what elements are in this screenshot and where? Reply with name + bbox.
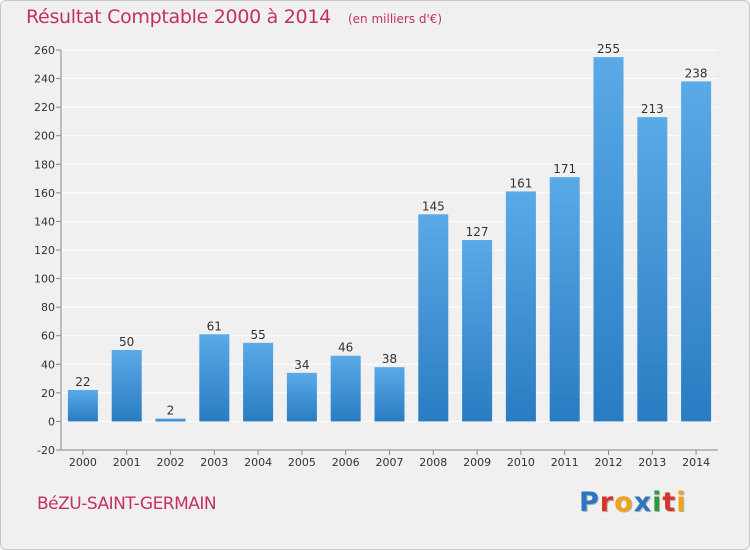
bar — [374, 367, 405, 422]
bar — [549, 177, 580, 422]
data-label: 213 — [641, 102, 664, 116]
data-label: 2 — [167, 404, 175, 418]
data-label: 22 — [75, 375, 90, 389]
x-tick-label: 2003 — [200, 456, 228, 469]
x-tick-label: 2001 — [113, 456, 141, 469]
bar — [637, 117, 668, 422]
x-tick-label: 2014 — [682, 456, 710, 469]
x-tick-label: 2013 — [638, 456, 666, 469]
data-label: 145 — [422, 199, 445, 213]
bar — [462, 240, 493, 422]
data-label: 34 — [294, 358, 309, 372]
x-tick-label: 2007 — [376, 456, 404, 469]
bar — [593, 57, 624, 422]
y-tick-label: 240 — [34, 73, 55, 86]
bar — [330, 355, 361, 422]
chart-title-row: Résultat Comptable 2000 à 2014 (en milli… — [26, 6, 442, 28]
bar — [155, 418, 186, 422]
y-tick-label: 220 — [34, 101, 55, 114]
x-tick-label: 2010 — [507, 456, 535, 469]
chart-unit: (en milliers d'€) — [347, 12, 443, 26]
x-tick-label: 2009 — [463, 456, 491, 469]
bar — [505, 191, 536, 422]
data-label: 171 — [553, 162, 576, 176]
y-tick-label: 120 — [34, 244, 55, 257]
y-tick-label: 40 — [41, 358, 55, 371]
y-tick-label: 60 — [41, 330, 55, 343]
data-label: 46 — [338, 341, 353, 355]
data-label: 55 — [250, 328, 265, 342]
y-tick-label: 160 — [34, 187, 55, 200]
logo-letter: o — [614, 487, 634, 518]
data-label: 50 — [119, 335, 134, 349]
x-tick-label: 2011 — [551, 456, 579, 469]
y-tick-label: -20 — [37, 444, 55, 457]
logo-letter: P — [579, 487, 600, 518]
bar — [418, 214, 449, 422]
data-label: 127 — [466, 225, 489, 239]
y-tick-label: 200 — [34, 130, 55, 143]
bar — [243, 342, 274, 422]
bar — [286, 372, 317, 422]
x-tick-label: 2002 — [157, 456, 185, 469]
commune-name: BéZU-SAINT-GERMAIN — [37, 494, 217, 514]
x-tick-label: 2000 — [69, 456, 97, 469]
y-tick-label: 100 — [34, 273, 55, 286]
y-tick-label: 20 — [41, 387, 55, 400]
y-tick-label: 180 — [34, 158, 55, 171]
logo-letter: r — [599, 487, 615, 518]
x-tick-label: 2005 — [288, 456, 316, 469]
chart-title: Résultat Comptable 2000 à 2014 — [26, 6, 331, 28]
x-tick-label: 2012 — [595, 456, 623, 469]
logo-letter: t — [662, 487, 677, 518]
data-label: 161 — [509, 176, 532, 190]
x-tick-label: 2004 — [244, 456, 272, 469]
data-label: 38 — [382, 352, 397, 366]
data-label: 61 — [207, 319, 222, 333]
y-tick-label: 0 — [48, 415, 55, 428]
x-tick-label: 2006 — [332, 456, 360, 469]
logo-letter: i — [652, 487, 663, 518]
data-label: 255 — [597, 42, 620, 56]
y-tick-label: 260 — [34, 44, 55, 57]
y-tick-label: 140 — [34, 215, 55, 228]
bar — [199, 334, 230, 422]
logo-letter: i — [676, 487, 687, 518]
data-label: 238 — [685, 66, 708, 80]
y-tick-label: 80 — [41, 301, 55, 314]
proxiti-logo: Proxiti — [579, 487, 687, 518]
x-tick-label: 2008 — [419, 456, 447, 469]
logo-letter: x — [633, 487, 653, 518]
bar — [67, 390, 98, 422]
bar — [111, 350, 142, 422]
bar — [681, 81, 712, 422]
